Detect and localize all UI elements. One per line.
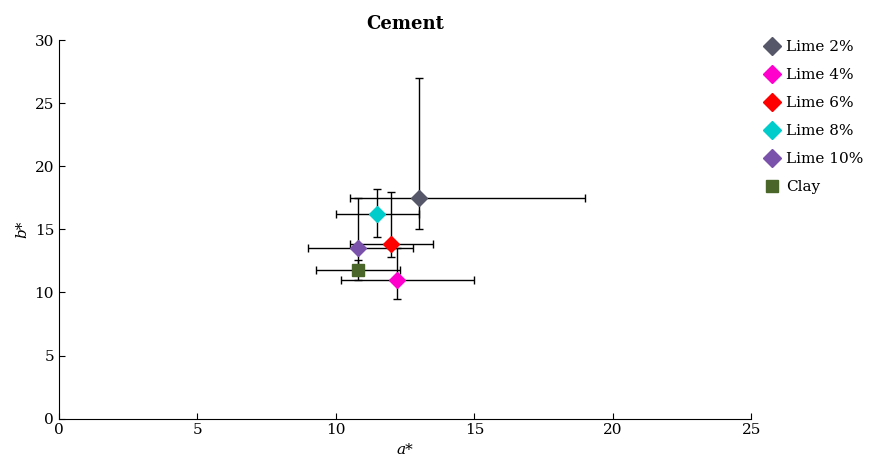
Title: Cement: Cement — [366, 15, 444, 33]
Y-axis label: b*: b* — [15, 220, 29, 238]
X-axis label: a*: a* — [396, 443, 413, 457]
Legend: Lime 2%, , Lime 4%, , Lime 6%, , Lime 8%, , Lime 10%, , Clay: Lime 2%, , Lime 4%, , Lime 6%, , Lime 8%… — [765, 40, 862, 194]
